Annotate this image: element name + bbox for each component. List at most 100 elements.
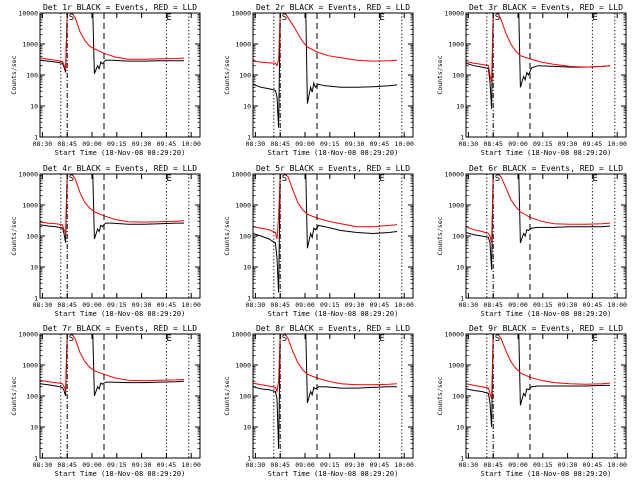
lld-series-line [466,334,611,400]
lld-series-line [253,174,398,240]
y-tick-label: 1000 [448,202,464,210]
panel-title: Det 4r BLACK = Events, RED = LLD [43,164,197,173]
panel-title: Det 1r BLACK = Events, RED = LLD [43,3,197,12]
start-marker: S [69,174,74,184]
end-marker: E [379,13,384,23]
x-tick-label: 09:15 [320,140,340,148]
x-tick-label: 10:00 [607,301,627,309]
y-axis-label: Counts/sec [436,216,444,255]
x-axis-label: Start Time (18-Nov-08 08:29:20) [481,149,612,157]
y-tick-label: 100 [452,233,464,241]
x-tick-label: 09:45 [157,461,177,469]
start-marker: S [282,13,287,23]
panel-title: Det 5r BLACK = Events, RED = LLD [256,164,410,173]
end-marker: E [166,174,171,184]
y-tick-label: 10 [456,103,464,111]
y-tick-label: 10 [456,424,464,432]
x-axis-label: Start Time (18-Nov-08 08:29:20) [481,310,612,318]
y-tick-label: 1000 [235,41,251,49]
lld-series-line [40,334,185,391]
y-tick-label: 1000 [235,202,251,210]
x-tick-label: 09:00 [508,461,528,469]
lld-series-line [40,13,185,70]
end-marker: E [592,13,597,23]
x-tick-label: 09:00 [508,140,528,148]
x-tick-label: 08:30 [33,140,53,148]
y-axis-label: Counts/sec [436,376,444,415]
y-tick-label: 1 [247,134,251,142]
x-tick-label: 09:15 [107,301,127,309]
x-tick-label: 08:30 [246,301,266,309]
x-tick-label: 09:00 [82,461,102,469]
end-marker: E [379,174,384,184]
x-tick-label: 09:00 [82,140,102,148]
y-tick-label: 1000 [22,362,38,370]
events-series-line [253,334,397,449]
x-tick-label: 08:45 [57,461,77,469]
y-tick-label: 100 [26,233,38,241]
lld-series-line [253,334,398,394]
y-tick-label: 1000 [235,362,251,370]
x-tick-label: 09:45 [370,461,390,469]
x-tick-label: 08:45 [57,301,77,309]
x-tick-label: 10:00 [181,140,201,148]
x-axis-label: Start Time (18-Nov-08 08:29:20) [55,149,186,157]
end-marker: E [379,334,384,344]
panel-title: Det 7r BLACK = Events, RED = LLD [43,324,197,333]
x-axis-label: Start Time (18-Nov-08 08:29:20) [268,149,399,157]
panel-title: Det 2r BLACK = Events, RED = LLD [256,3,410,12]
x-tick-label: 09:45 [583,301,603,309]
x-tick-label: 10:00 [181,461,201,469]
x-tick-label: 10:00 [394,461,414,469]
y-tick-label: 10 [456,264,464,272]
x-tick-label: 08:45 [483,140,503,148]
lld-series-line [253,13,398,67]
y-axis-label: Counts/sec [223,216,231,255]
x-tick-label: 09:30 [345,461,365,469]
y-tick-label: 10 [243,103,251,111]
y-tick-label: 100 [239,393,251,401]
y-tick-label: 100 [452,72,464,80]
y-axis-label: Counts/sec [223,376,231,415]
lld-series-line [40,174,185,234]
x-tick-label: 09:45 [583,461,603,469]
y-tick-label: 10000 [18,171,38,179]
x-tick-label: 10:00 [181,301,201,309]
x-tick-label: 10:00 [394,301,414,309]
lld-series-line [466,13,611,83]
x-tick-label: 09:30 [558,301,578,309]
x-tick-label: 08:45 [483,461,503,469]
x-tick-label: 09:00 [508,301,528,309]
plot-frame [252,12,414,138]
y-tick-label: 1 [460,295,464,303]
y-tick-label: 10000 [444,171,464,179]
start-marker: S [495,13,500,23]
events-series-line [40,13,184,74]
x-tick-label: 09:30 [345,301,365,309]
x-tick-label: 09:45 [157,301,177,309]
y-tick-label: 10000 [231,10,251,18]
y-tick-label: 10 [30,264,38,272]
y-tick-label: 10000 [444,10,464,18]
x-tick-label: 09:15 [320,461,340,469]
x-tick-label: 10:00 [607,140,627,148]
x-axis-label: Start Time (18-Nov-08 08:29:20) [481,470,612,478]
y-tick-label: 1 [460,134,464,142]
x-tick-label: 08:30 [459,461,479,469]
y-tick-label: 1 [34,295,38,303]
y-axis-label: Counts/sec [10,216,18,255]
x-tick-label: 09:15 [107,140,127,148]
y-tick-label: 1 [247,295,251,303]
x-tick-label: 09:00 [82,301,102,309]
start-marker: S [282,334,287,344]
x-tick-label: 08:30 [33,301,53,309]
x-tick-label: 09:15 [533,461,553,469]
y-tick-label: 100 [26,72,38,80]
y-tick-label: 10000 [231,331,251,339]
start-marker: S [69,13,74,23]
x-tick-label: 08:30 [459,301,479,309]
